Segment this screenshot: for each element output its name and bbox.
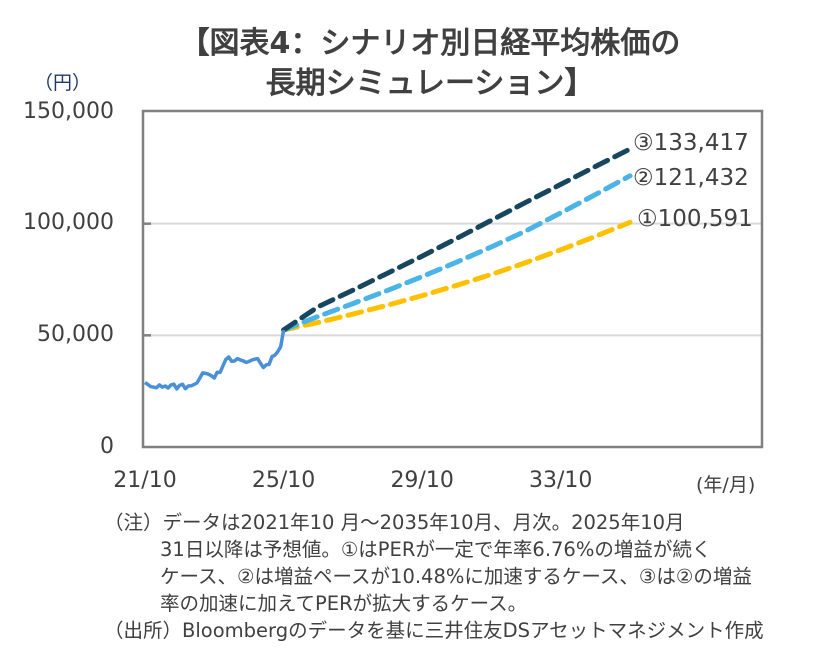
- x-tick-label: 21/10: [113, 468, 177, 493]
- y-axis-unit: （円）: [34, 72, 92, 94]
- x-axis-unit: (年/月): [696, 474, 756, 496]
- x-tick-label: 29/10: [390, 468, 454, 493]
- y-tick-label: 50,000: [37, 322, 114, 347]
- source-line: （出所）Bloombergのデータを基に三井住友DSアセットマネジメント作成: [104, 619, 764, 642]
- y-tick-label: 100,000: [23, 210, 114, 235]
- scenario-line-①: [281, 219, 633, 333]
- historical-line: [144, 329, 286, 391]
- plot-frame: [141, 109, 764, 449]
- note-line: 31日以降は予想値。①はPERが一定で年率6.76%の増益が続く: [160, 538, 712, 561]
- chart-title-line-1: 【図表4：シナリオ別日経平均株価の: [179, 26, 681, 61]
- note-line: ケース、②は増益ペースが10.48%に加速するケース、③は②の増益: [160, 565, 752, 588]
- end-label-scenario-1: ①100,591: [637, 206, 753, 232]
- x-tick-label: 33/10: [529, 468, 593, 493]
- end-label-scenario-3: ③133,417: [633, 130, 749, 156]
- x-tick-label: 25/10: [251, 468, 316, 493]
- note-line: 率の加速に加えてPERが拡大するケース。: [160, 592, 528, 615]
- scenario-line-②: [281, 173, 633, 333]
- end-label-scenario-2: ②121,432: [633, 165, 749, 191]
- chart-notes: （注）データは2021年10 月～2035年10月、月次。2025年10月 31…: [104, 509, 764, 644]
- scenario-line-③: [281, 146, 633, 333]
- chart-title-line-2: 長期シミュレーション】: [265, 66, 595, 101]
- note-line: （注）データは2021年10 月～2035年10月、月次。2025年10月: [104, 511, 685, 534]
- y-tick-label: 0: [100, 434, 114, 459]
- y-tick-label: 150,000: [23, 99, 114, 124]
